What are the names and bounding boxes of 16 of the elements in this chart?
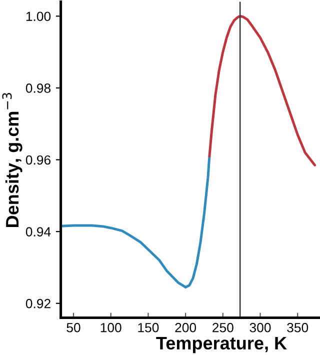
- line-series: [208, 14, 316, 166]
- x-tick-label: 150: [138, 322, 159, 332]
- y-axis-title: Density, g.cm$^{−3}$: [2, 92, 22, 227]
- x-tick-label: 100: [100, 322, 122, 332]
- y-tick-label: 0.92: [26, 298, 50, 308]
- y-tick-label: 1.00: [26, 12, 51, 22]
- y-tick-label: 0.94: [26, 227, 51, 236]
- x-tick-label: 200: [175, 322, 196, 332]
- y-tick-label: 0.98: [26, 84, 51, 93]
- x-tick-label: 300: [250, 322, 271, 332]
- x-axis-title: Temperature, K: [156, 336, 287, 354]
- x-tick-label: 50: [66, 322, 80, 332]
- x-tick-label: 350: [287, 322, 308, 332]
- line-series: [60, 154, 211, 288]
- x-tick-label: 250: [212, 322, 234, 332]
- y-tick-label: 0.96: [26, 155, 50, 165]
